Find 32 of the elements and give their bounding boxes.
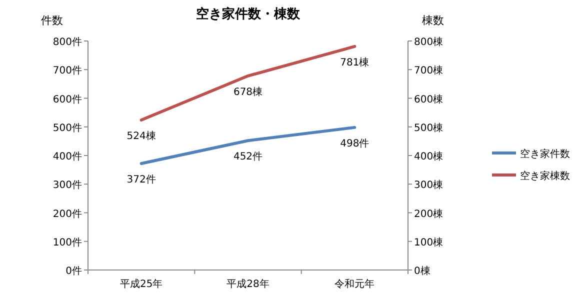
y2-tick-label: 400棟 (414, 150, 444, 162)
y-tick-label: 300件 (52, 180, 82, 192)
data-label: 678棟 (233, 86, 263, 98)
data-label: 781棟 (340, 56, 370, 68)
y-tick-label: 500件 (52, 122, 82, 134)
y2-tick-label: 300棟 (414, 179, 444, 192)
y2-tick-label: 600棟 (414, 93, 444, 106)
x-tick-label: 令和元年 (334, 278, 375, 290)
y2-tick-label: 500棟 (414, 122, 444, 134)
y2-tick-label: 200棟 (414, 208, 444, 220)
legend-label: 空き家棟数 (520, 170, 570, 182)
data-label: 452件 (233, 152, 263, 163)
y-tick-label: 100件 (52, 237, 82, 248)
x-tick-label: 平成25年 (120, 278, 163, 290)
y-tick-label: 600件 (52, 94, 82, 106)
x-tick-label: 平成28年 (226, 278, 270, 290)
y-tick-label: 800件 (52, 37, 82, 48)
y2-tick-label: 800棟 (414, 36, 444, 48)
y2-axis-title: 棟数 (422, 14, 444, 27)
y2-tick-label: 100棟 (414, 236, 444, 248)
y-tick-label: 400件 (52, 152, 82, 162)
y-tick-label: 0件 (66, 266, 82, 277)
data-label: 524棟 (126, 130, 156, 142)
y2-tick-label: 0棟 (414, 265, 430, 277)
legend-label: 空き家件数 (520, 148, 570, 160)
data-label: 372件 (126, 174, 156, 186)
data-label: 498件 (340, 138, 370, 150)
chart-title: 空き家件数・棟数 (196, 6, 301, 22)
y-axis-title: 件数 (41, 14, 63, 27)
y-tick-label: 700件 (52, 66, 82, 77)
y2-tick-label: 700棟 (414, 64, 444, 77)
y-tick-label: 200件 (52, 208, 82, 220)
